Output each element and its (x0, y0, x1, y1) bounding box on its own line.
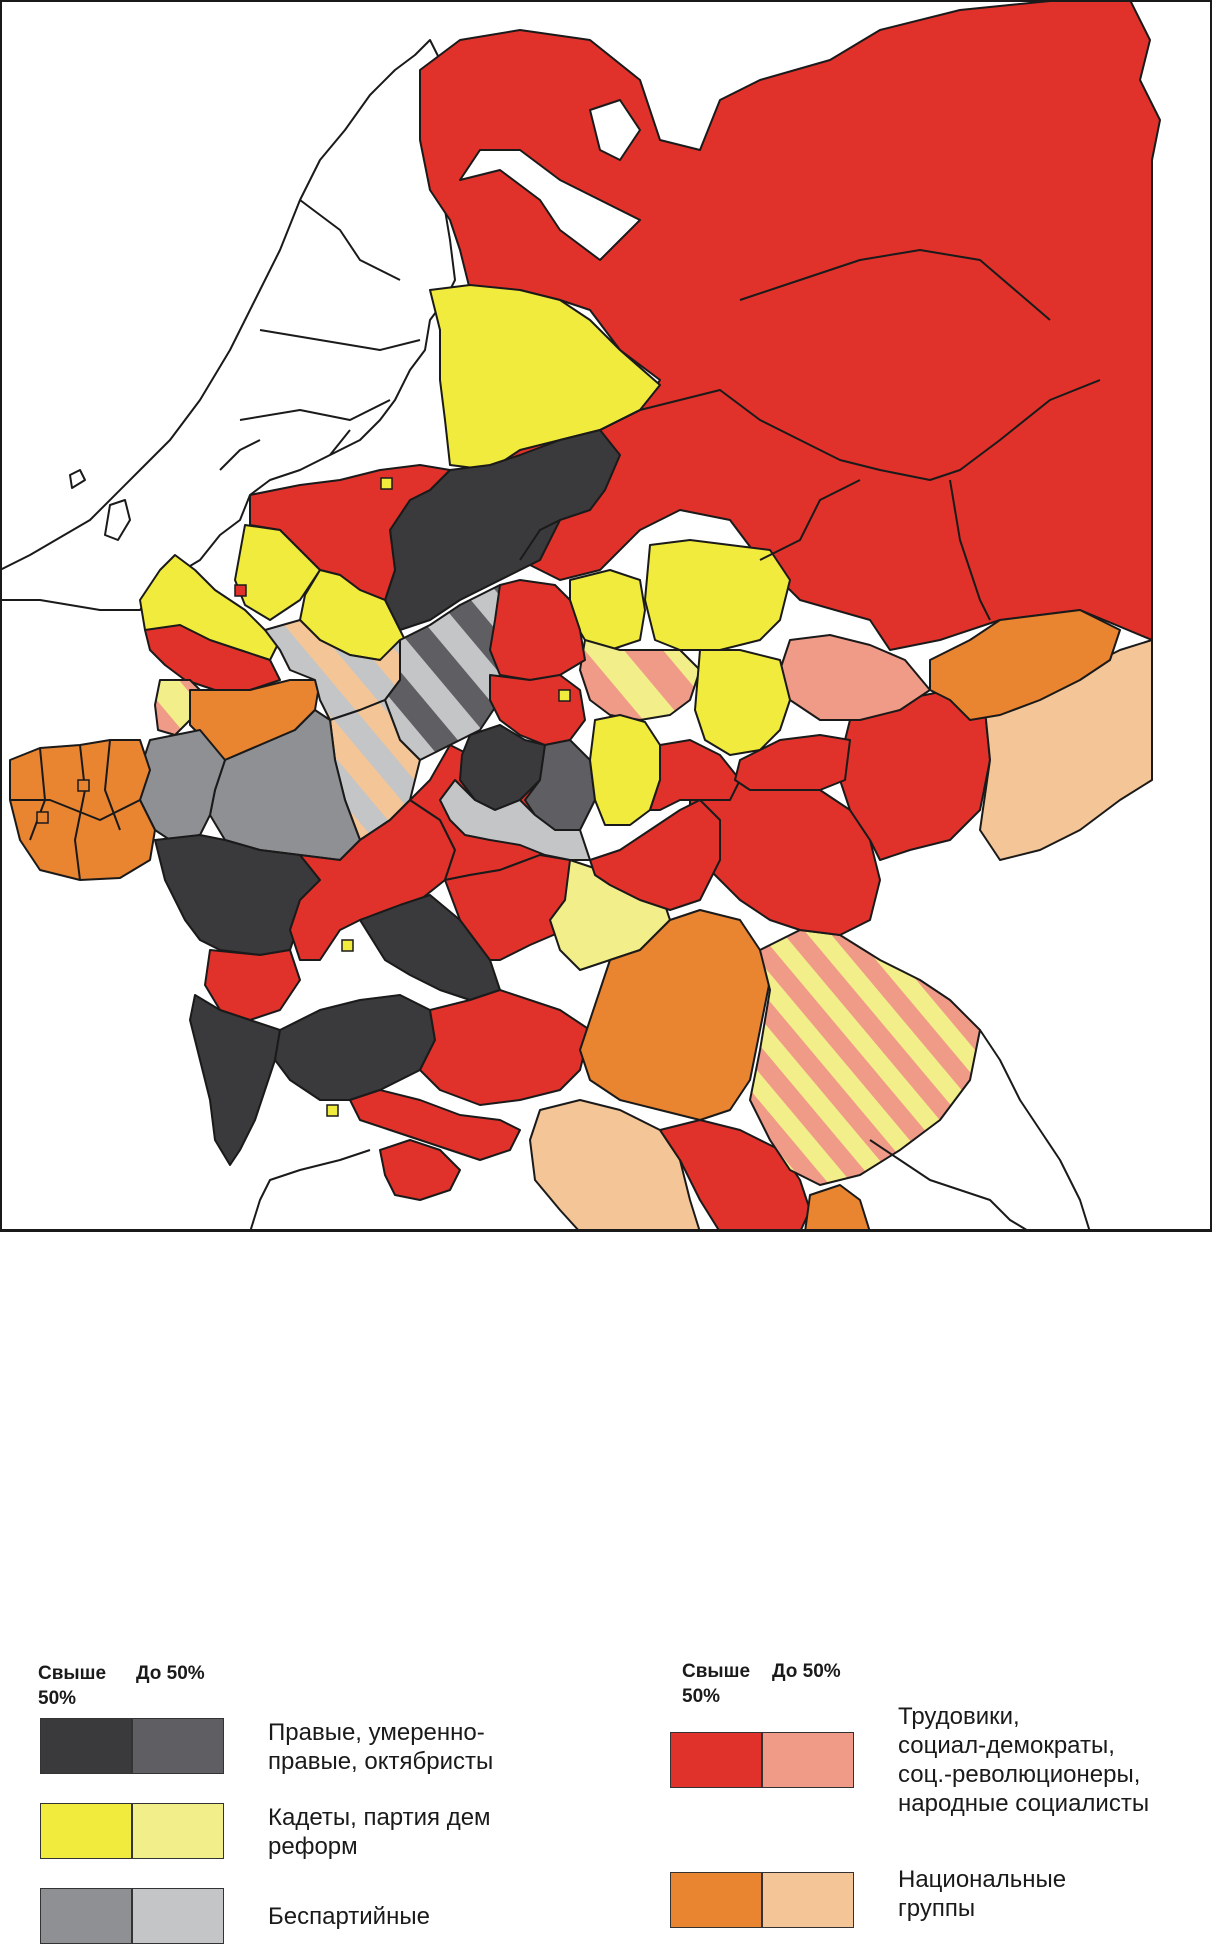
region-kuban (529, 1099, 701, 1232)
region-terek (804, 1184, 871, 1232)
region-don (579, 909, 771, 1121)
region-tver (489, 579, 586, 681)
swatch-left-minority (762, 1732, 854, 1788)
black-sea-coast (249, 1149, 371, 1232)
swatch-nonparty-majority (40, 1888, 132, 1944)
caspian-coast (979, 1029, 1091, 1232)
finland-inner-borders (219, 199, 421, 471)
region-vladimir (579, 639, 701, 721)
swatch-kadet-minority (132, 1803, 224, 1859)
city-marker (234, 584, 247, 597)
city-marker (77, 779, 90, 792)
region-orel (439, 779, 591, 861)
legend-right-over: Свыше (682, 1661, 751, 1682)
swatch-national-minority (762, 1872, 854, 1928)
kola-bay (589, 99, 641, 161)
region-podolia (204, 949, 301, 1021)
city-marker (558, 689, 571, 702)
city-marker (341, 939, 354, 952)
caucasus-border (869, 1139, 1031, 1232)
legend-left-under: До 50% (136, 1663, 205, 1684)
region-ufa (929, 609, 1121, 721)
legend-left-over-pct: 50% (38, 1688, 77, 1709)
swatch-right-minority (132, 1718, 224, 1774)
north-borders (519, 249, 1101, 621)
legend-right-under: До 50% (772, 1661, 841, 1682)
region-kostroma (644, 539, 791, 651)
island (69, 469, 86, 489)
region-poland (9, 739, 156, 881)
legend-left-over: Свыше (38, 1663, 107, 1684)
region-taurida (379, 1139, 461, 1201)
region-ekaterinoslav (419, 989, 591, 1106)
swatch-right-majority (40, 1718, 132, 1774)
city-marker (380, 477, 393, 490)
region-voronezh (589, 799, 721, 911)
poland-borders (10, 739, 141, 881)
legend-label-kadet: Кадеты, партия дем реформ (268, 1804, 491, 1860)
swatch-kadet-majority (40, 1803, 132, 1859)
swatch-left-majority (670, 1732, 762, 1788)
swatch-nonparty-minority (132, 1888, 224, 1944)
legend-right-over-pct: 50% (682, 1686, 721, 1707)
election-map (0, 0, 1212, 1232)
region-nizhny (694, 649, 791, 756)
white-sea (459, 149, 641, 261)
region-penza (734, 734, 851, 791)
crimea-north (349, 1089, 521, 1161)
swatch-national-majority (670, 1872, 762, 1928)
city-marker (36, 811, 49, 824)
city-marker (326, 1104, 339, 1117)
region-kurland-red (144, 624, 281, 691)
island (104, 499, 131, 541)
legend: Свыше До 50% 50% Правые, умеренно- правы… (0, 1232, 1212, 1944)
legend-label-left: Трудовики, социал-демократы, соц.-револю… (898, 1703, 1150, 1817)
legend-label-national: Национальные группы (898, 1866, 1067, 1922)
legend-label-nonparty: Беспартийные (268, 1903, 430, 1930)
region-astrakhan (749, 929, 981, 1186)
legend-label-right: Правые, умеренно- правые, октябристы (268, 1719, 494, 1775)
region-kherson (274, 994, 436, 1101)
region-bessarabia (189, 994, 281, 1166)
